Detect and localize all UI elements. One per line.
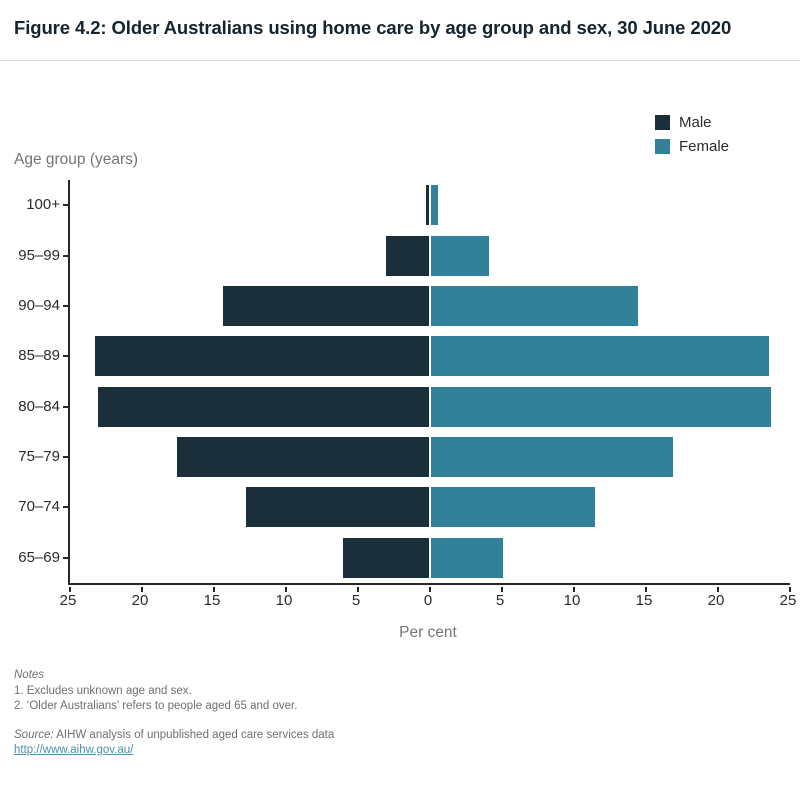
male-bar[interactable] <box>94 336 429 377</box>
legend-item-female: Female <box>655 138 729 155</box>
y-axis-title: Age group (years) <box>14 151 139 168</box>
plot-area <box>63 180 791 592</box>
male-bar[interactable] <box>246 487 429 528</box>
source-line: Source: AIHW analysis of unpublished age… <box>14 728 334 744</box>
male-bar[interactable] <box>342 537 429 578</box>
x-axis-label: 5 <box>495 592 505 609</box>
y-axis-label: 85–89 <box>18 347 60 365</box>
female-bar[interactable] <box>431 285 639 326</box>
x-axis-label: 20 <box>707 592 725 609</box>
aihw-link[interactable]: http://www.aihw.gov.au/ <box>14 744 134 756</box>
y-axis-label: 90–94 <box>18 296 60 314</box>
y-axis-label: 95–99 <box>18 246 60 264</box>
figure-title: Figure 4.2: Older Australians using home… <box>14 17 732 38</box>
x-axis-label: 15 <box>203 592 221 609</box>
legend-label-female: Female <box>679 138 730 155</box>
x-axis-tick <box>501 587 503 592</box>
notes-heading: Notes <box>14 669 45 681</box>
y-axis-tick <box>63 405 68 408</box>
y-axis-label: 75–79 <box>18 448 60 466</box>
female-bar[interactable] <box>431 336 770 377</box>
x-axis-tick <box>213 587 215 592</box>
x-axis-label: 10 <box>563 592 581 609</box>
x-tick-labels: 25 20 15 10 5 0 5 10 15 20 25 <box>60 592 797 612</box>
y-axis-tick <box>63 506 68 509</box>
male-bar[interactable] <box>426 185 429 226</box>
y-axis-tick <box>63 556 68 559</box>
note-line-2: 2. ‘Older Australians’ refers to people … <box>14 700 298 712</box>
legend-label-male: Male <box>679 114 712 131</box>
x-axis-label: 25 <box>59 592 77 609</box>
x-axis-label: 15 <box>635 592 653 609</box>
y-axis-tick <box>63 304 68 307</box>
y-axis-tick <box>63 456 68 459</box>
male-bar[interactable] <box>223 285 429 326</box>
source-text: AIHW analysis of unpublished aged care s… <box>53 728 335 741</box>
category-labels: 100+ 95–99 90–94 85–89 80–84 75–79 70–74 65–69 <box>0 180 60 583</box>
legend: Male Female <box>655 114 729 162</box>
female-bar[interactable] <box>431 386 771 427</box>
x-axis-tick <box>285 587 287 592</box>
x-axis-tick <box>357 587 359 592</box>
female-bar[interactable] <box>431 437 673 478</box>
female-bar[interactable] <box>431 185 439 226</box>
y-axis-label: 70–74 <box>18 498 60 516</box>
x-axis-label: 10 <box>275 592 293 609</box>
x-axis-label: 20 <box>131 592 149 609</box>
male-swatch-icon <box>655 115 670 130</box>
x-axis-label: 5 <box>351 592 361 609</box>
y-axis-tick <box>63 204 68 207</box>
y-axis-label: 100+ <box>26 196 60 214</box>
y-axis-label: 65–69 <box>18 548 60 566</box>
x-axis-label: 0 <box>423 592 433 609</box>
female-swatch-icon <box>655 139 670 154</box>
female-bar[interactable] <box>431 537 503 578</box>
x-axis-title: Per cent <box>399 624 457 641</box>
x-axis-tick <box>141 587 143 592</box>
y-axis-label: 80–84 <box>18 397 60 415</box>
x-axis-tick <box>429 587 431 592</box>
x-axis-tick <box>717 587 719 592</box>
x-axis-tick <box>573 587 575 592</box>
source-label: Source: <box>14 728 54 741</box>
y-axis-tick <box>63 254 68 257</box>
male-bar[interactable] <box>385 235 429 276</box>
title-divider <box>0 60 800 61</box>
notes-block: Notes 1. Excludes unknown age and sex. 2… <box>14 668 334 759</box>
female-bar[interactable] <box>431 487 596 528</box>
note-line-1: 1. Excludes unknown age and sex. <box>14 684 192 697</box>
y-axis-tick <box>63 355 68 358</box>
male-bar[interactable] <box>177 437 429 478</box>
x-axis-label: 25 <box>779 592 797 609</box>
x-axis-tick <box>69 587 71 592</box>
male-bar[interactable] <box>97 386 429 427</box>
legend-item-male: Male <box>655 114 729 131</box>
x-axis-tick <box>789 587 791 592</box>
female-bar[interactable] <box>431 235 489 276</box>
x-axis-tick <box>645 587 647 592</box>
